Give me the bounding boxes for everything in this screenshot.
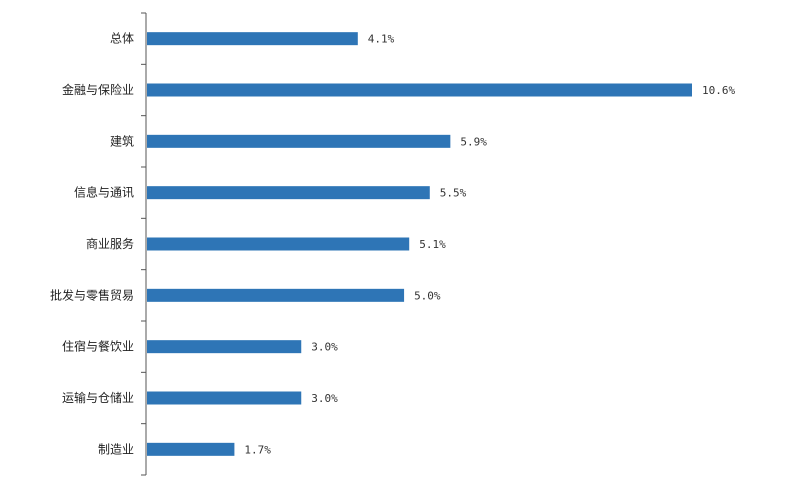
category-label: 商业服务 (86, 236, 134, 251)
category-label: 金融与保险业 (62, 82, 134, 97)
bar (147, 237, 410, 251)
axis-layer (141, 12, 147, 476)
data-label: 3.0% (311, 392, 338, 405)
category-label: 批发与零售贸易 (50, 287, 134, 302)
data-label: 1.7% (244, 443, 271, 456)
data-label: 5.5% (440, 187, 467, 200)
bar (147, 134, 451, 148)
label-layer: 总体 4.1% 金融与保险业 10.6% 建筑 5.9% 信息与通讯 5.5% 商业服务 5.1%… (50, 32, 736, 457)
category-label: 运输与仓储业 (62, 390, 134, 405)
bar (147, 83, 692, 97)
data-label: 10.6% (702, 84, 735, 97)
bar (147, 340, 302, 354)
bar (147, 288, 405, 302)
category-label: 制造业 (98, 442, 134, 456)
data-label: 5.9% (460, 135, 487, 148)
category-label: 建筑 (110, 133, 134, 148)
bar (147, 442, 235, 456)
data-label: 5.0% (414, 289, 441, 302)
bar (147, 32, 358, 46)
bar-layer (147, 32, 692, 456)
bar (147, 186, 430, 200)
data-label: 4.1% (368, 33, 395, 46)
bar (147, 391, 302, 405)
category-label: 信息与通讯 (74, 185, 134, 200)
category-label: 住宿与餐饮业 (62, 339, 134, 354)
category-label: 总体 (110, 32, 134, 46)
data-label: 5.1% (419, 238, 446, 251)
data-label: 3.0% (311, 341, 338, 354)
